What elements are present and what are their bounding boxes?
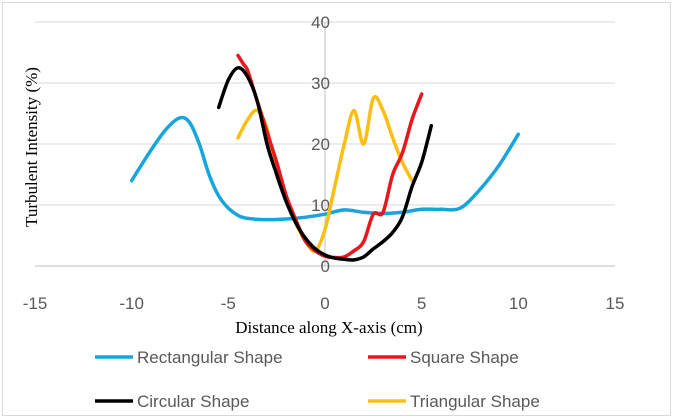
legend-label-circular-shape: Circular Shape bbox=[137, 392, 249, 411]
series-lines bbox=[129, 53, 521, 262]
circular-shape-line bbox=[216, 66, 434, 262]
x-tick-label: 10 bbox=[509, 294, 528, 313]
y-axis-title: Turbulent Intensity (%) bbox=[22, 67, 41, 227]
y-tick-label: 30 bbox=[311, 74, 330, 93]
x-tick-label: -5 bbox=[221, 294, 236, 313]
chart-area bbox=[2, 2, 671, 416]
x-tick-label: 0 bbox=[320, 294, 329, 313]
y-tick-label: 40 bbox=[311, 13, 330, 32]
rectangular-shape-line bbox=[129, 115, 521, 222]
y-tick-label: 20 bbox=[311, 135, 330, 154]
x-tick-label: -10 bbox=[119, 294, 144, 313]
legend-label-triangular-shape: Triangular Shape bbox=[410, 392, 540, 411]
y-tick-label: 10 bbox=[311, 196, 330, 215]
x-tick-label: 15 bbox=[606, 294, 625, 313]
x-tick-label: -15 bbox=[23, 294, 48, 313]
legend-label-rectangular-shape: Rectangular Shape bbox=[137, 348, 283, 367]
x-tick-label: 5 bbox=[417, 294, 426, 313]
x-axis-ticks: -15 -10 -5 0 5 10 15 bbox=[23, 294, 625, 313]
legend: Rectangular Shape Square Shape Circular Sh… bbox=[95, 348, 540, 411]
legend-label-square-shape: Square Shape bbox=[410, 348, 519, 367]
y-axis-ticks: 0 10 20 30 40 bbox=[311, 13, 330, 276]
y-tick-label: 0 bbox=[321, 257, 330, 276]
x-axis-title: Distance along X-axis (cm) bbox=[235, 318, 422, 337]
